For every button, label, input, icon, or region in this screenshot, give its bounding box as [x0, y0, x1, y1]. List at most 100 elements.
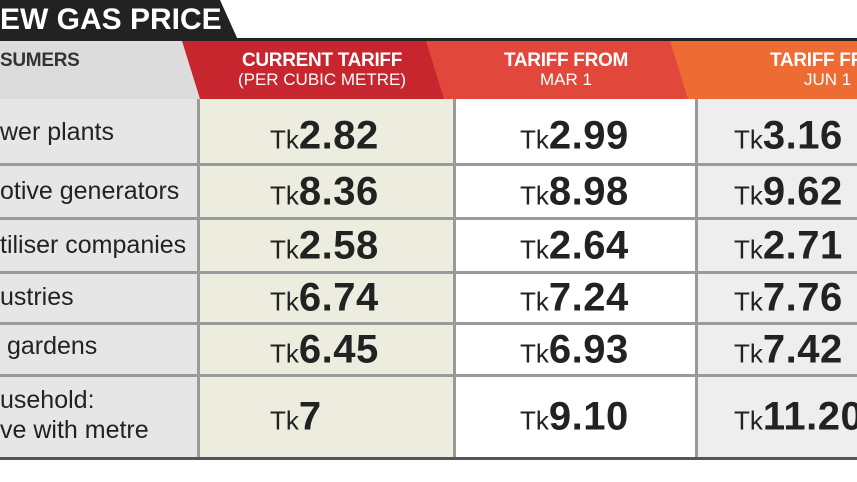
current-cell: Tk6.45: [200, 325, 453, 374]
price-table: wer plants Tk2.82 Tk2.99 Tk3.16 otive ge…: [0, 99, 857, 459]
price-jun: Tk9.62: [734, 169, 843, 214]
mar-cell: Tk6.93: [456, 325, 695, 374]
price-current: Tk6.45: [270, 327, 379, 372]
jun-cell: Tk7.42: [698, 325, 857, 374]
consumer-cell: usehold: ve with metre: [0, 377, 197, 457]
price-value: 8.98: [548, 169, 629, 213]
mar-cell: Tk8.98: [456, 166, 695, 217]
price-value: 3.16: [762, 113, 843, 158]
currency-label: Tk: [520, 286, 549, 317]
header-current-tariff: CURRENT TARIFF (PER CUBIC METRE): [182, 41, 444, 99]
mar-cell: Tk2.64: [456, 220, 695, 271]
currency-label: Tk: [270, 234, 299, 264]
price-jun: Tk11.20: [734, 395, 857, 440]
price-jun: Tk2.71: [734, 223, 843, 268]
price-value: 7.42: [762, 327, 843, 371]
current-cell: Tk2.58: [200, 220, 453, 271]
currency-label: Tk: [520, 338, 549, 368]
current-cell: Tk6.74: [200, 274, 453, 322]
consumer-name: ustries: [0, 283, 74, 311]
consumer-cell: gardens: [0, 325, 197, 374]
table-row: tiliser companies Tk2.58 Tk2.64 Tk2.71: [0, 220, 857, 274]
consumer-name: tiliser companies: [0, 231, 187, 259]
currency-label: Tk: [734, 234, 763, 264]
price-value: 6.93: [548, 327, 629, 371]
table-row: wer plants Tk2.82 Tk2.99 Tk3.16: [0, 99, 857, 166]
mar-cell: Tk9.10: [456, 377, 695, 457]
price-mar: Tk2.64: [520, 223, 629, 268]
column-divider: [695, 99, 698, 457]
table-row: otive generators Tk8.36 Tk8.98 Tk9.62: [0, 166, 857, 220]
column-divider: [197, 99, 200, 457]
currency-label: Tk: [270, 180, 299, 210]
currency-label: Tk: [270, 286, 299, 317]
header-tariff-mar: TARIFF FROM MAR 1: [426, 41, 706, 99]
price-value: 2.99: [548, 113, 629, 158]
jun-cell: Tk7.76: [698, 274, 857, 322]
header-mar-line2: MAR 1: [540, 69, 592, 89]
consumer-name: otive generators: [0, 177, 180, 205]
page-title-text: EW GAS PRICE: [0, 3, 222, 36]
price-jun: Tk7.76: [734, 276, 843, 321]
header-current-line2: (PER CUBIC METRE): [237, 69, 407, 89]
consumer-cell: otive generators: [0, 166, 197, 217]
price-value: 9.10: [548, 394, 629, 439]
bottom-rule: [0, 457, 857, 460]
currency-label: Tk: [270, 124, 299, 155]
currency-label: Tk: [734, 405, 763, 436]
price-jun: Tk7.42: [734, 327, 843, 372]
currency-label: Tk: [734, 338, 763, 368]
price-value: 2.64: [548, 223, 629, 267]
consumer-cell: tiliser companies: [0, 220, 197, 271]
price-value: 8.36: [298, 169, 379, 213]
price-value: 7.24: [548, 275, 629, 320]
price-value: 11.20: [762, 394, 857, 439]
price-current: Tk7: [270, 395, 322, 440]
table-row: gardens Tk6.45 Tk6.93 Tk7.42: [0, 325, 857, 377]
consumer-cell: wer plants: [0, 99, 197, 163]
price-mar: Tk7.24: [520, 276, 629, 321]
price-value: 2.71: [762, 223, 843, 267]
header-jun-line1: TARIFF FR: [770, 50, 857, 71]
header-consumers-label: SUMERS: [0, 50, 80, 71]
table-row: usehold: ve with metre Tk7 Tk9.10 Tk11.2…: [0, 377, 857, 457]
jun-cell: Tk11.20: [698, 377, 857, 457]
consumer-name-line2: ve with metre: [0, 416, 149, 444]
price-current: Tk2.58: [270, 223, 379, 268]
currency-label: Tk: [734, 124, 763, 155]
price-current: Tk6.74: [270, 276, 379, 321]
currency-label: Tk: [520, 180, 549, 210]
current-cell: Tk8.36: [200, 166, 453, 217]
currency-label: Tk: [734, 286, 763, 317]
price-value: 2.58: [298, 223, 379, 267]
currency-label: Tk: [520, 234, 549, 264]
consumer-name: gardens: [0, 332, 98, 360]
mar-cell: Tk7.24: [456, 274, 695, 322]
currency-label: Tk: [270, 338, 299, 368]
jun-cell: Tk2.71: [698, 220, 857, 271]
price-mar: Tk2.99: [520, 114, 629, 159]
currency-label: Tk: [734, 180, 763, 210]
price-jun: Tk3.16: [734, 114, 843, 159]
page-title: EW GAS PRICE: [0, 0, 238, 40]
consumer-name: usehold:: [0, 386, 95, 414]
header-consumers: SUMERS: [0, 41, 200, 99]
table-row: ustries Tk6.74 Tk7.24 Tk7.76: [0, 274, 857, 325]
price-mar: Tk6.93: [520, 327, 629, 372]
current-cell: Tk7: [200, 377, 453, 457]
table-header: SUMERS CURRENT TARIFF (PER CUBIC METRE) …: [0, 41, 857, 99]
currency-label: Tk: [270, 405, 299, 436]
price-value: 6.74: [298, 275, 379, 320]
title-rule: [0, 38, 857, 41]
header-mar-line1: TARIFF FROM: [503, 50, 629, 71]
price-value: 7: [298, 394, 322, 439]
price-mar: Tk8.98: [520, 169, 629, 214]
price-current: Tk8.36: [270, 169, 379, 214]
current-cell: Tk2.82: [200, 99, 453, 163]
header-jun-line2: JUN 1: [804, 69, 852, 89]
jun-cell: Tk9.62: [698, 166, 857, 217]
column-divider: [453, 99, 456, 457]
jun-cell: Tk3.16: [698, 99, 857, 163]
mar-cell: Tk2.99: [456, 99, 695, 163]
price-current: Tk2.82: [270, 114, 379, 159]
